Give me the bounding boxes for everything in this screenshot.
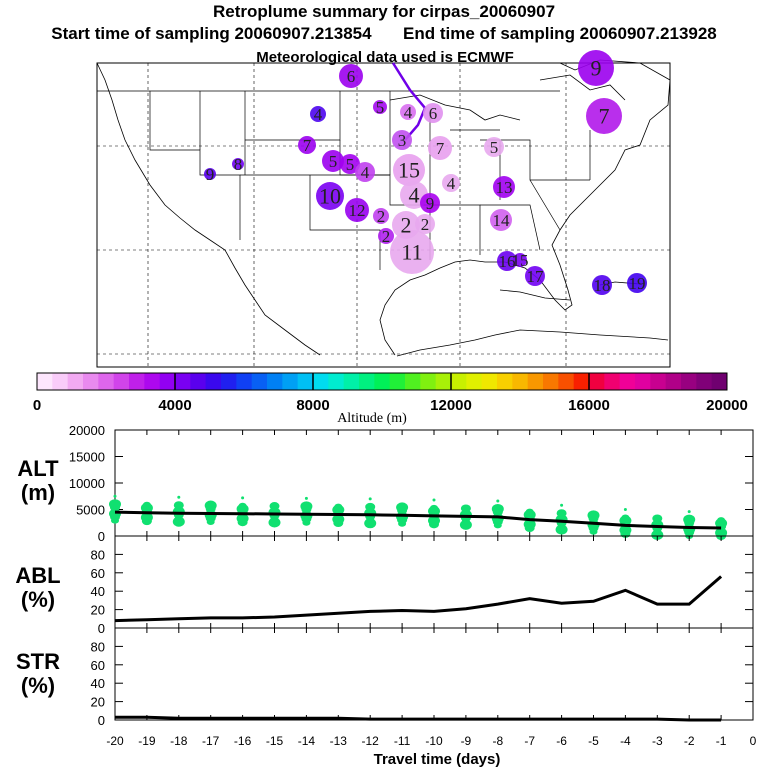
plume-circle [592, 275, 612, 295]
plume-day-label: 2 [382, 227, 391, 246]
plume-circle [390, 230, 434, 274]
plume-day-label: 15 [398, 158, 420, 183]
plume-circle [316, 182, 344, 210]
plume-circle [586, 98, 622, 134]
plume-circle [420, 193, 440, 213]
plume-circle [204, 168, 216, 180]
plume-circle [322, 150, 344, 172]
plume-day-label: 4 [404, 103, 413, 122]
plume-circle [513, 253, 527, 267]
map-coastlines [96, 59, 671, 357]
plume-day-label: 7 [436, 139, 445, 158]
plume-day-label: 15 [512, 251, 529, 270]
plume-day-label: 9 [591, 56, 602, 81]
plume-circle [627, 273, 647, 293]
map-borders [97, 90, 591, 270]
plume-day-label: 10 [319, 184, 341, 209]
plume-circle [442, 174, 460, 192]
plume-day-label: 4 [447, 174, 456, 193]
plume-circle [355, 162, 375, 182]
plume-day-label: 2 [377, 207, 386, 226]
plume-circle [392, 130, 412, 150]
plume-circle [490, 209, 512, 231]
plume-circle [298, 136, 316, 154]
plume-day-label: 7 [303, 136, 312, 155]
plume-circle [393, 154, 425, 186]
plume-day-label: 12 [349, 201, 366, 220]
plume-circle [345, 198, 369, 222]
sampling-times: Start time of sampling 20060907.213854 E… [0, 24, 768, 44]
plume-day-label: 4 [361, 163, 370, 182]
plume-day-label: 5 [329, 152, 338, 171]
plume-day-label: 4 [409, 183, 420, 208]
plume-circle [497, 251, 517, 271]
plume-day-label: 5 [490, 138, 499, 157]
plume-circle [578, 50, 614, 86]
plume-circle [484, 137, 504, 157]
plume-circle [339, 64, 363, 88]
plume-day-label: 4 [314, 105, 323, 124]
plume-day-label: 5 [376, 98, 385, 117]
plume-centroid-track [391, 62, 427, 141]
met-data-label: Meteorological data used is ECMWF [256, 49, 514, 66]
plume-circle [373, 208, 389, 224]
plume-circle [493, 176, 515, 198]
plume-circle [378, 228, 394, 244]
plume-circle [373, 100, 387, 114]
plume-day-label: 6 [429, 104, 438, 123]
start-time-label: Start time of sampling 20060907.213854 [51, 24, 372, 43]
end-time-label: End time of sampling 20060907.213928 [403, 24, 717, 43]
plume-day-label: 8 [234, 155, 243, 174]
plume-circle [232, 158, 244, 170]
plume-circle [415, 214, 435, 234]
map-gridlines [97, 63, 670, 367]
plume-day-label: 7 [599, 104, 610, 129]
plume-day-label: 3 [398, 131, 407, 150]
plume-circle [423, 103, 443, 123]
plume-day-label: 9 [426, 194, 435, 213]
plume-day-label: 19 [629, 274, 646, 293]
plume-circle [400, 104, 416, 120]
map-frame [96, 62, 671, 368]
plume-day-label: 14 [493, 211, 511, 230]
plume-day-label: 16 [499, 252, 516, 271]
chart-title: Retroplume summary for cirpas_20060907 [212, 2, 556, 21]
plume-circle [428, 136, 452, 160]
plume-circle [340, 154, 360, 174]
plume-circle [310, 106, 326, 122]
plume-day-label: 9 [206, 165, 215, 184]
plume-day-label: 11 [401, 240, 422, 265]
plume-day-label: 13 [496, 178, 513, 197]
plume-day-label: 5 [346, 155, 355, 174]
plume-day-label: 2 [421, 215, 430, 234]
plume-circles [204, 50, 647, 295]
plume-day-label: 2 [401, 213, 412, 238]
plume-day-label: 6 [347, 67, 356, 86]
plume-day-label: 17 [527, 267, 545, 286]
plume-circle [525, 266, 545, 286]
plume-day-label: 18 [594, 276, 611, 295]
